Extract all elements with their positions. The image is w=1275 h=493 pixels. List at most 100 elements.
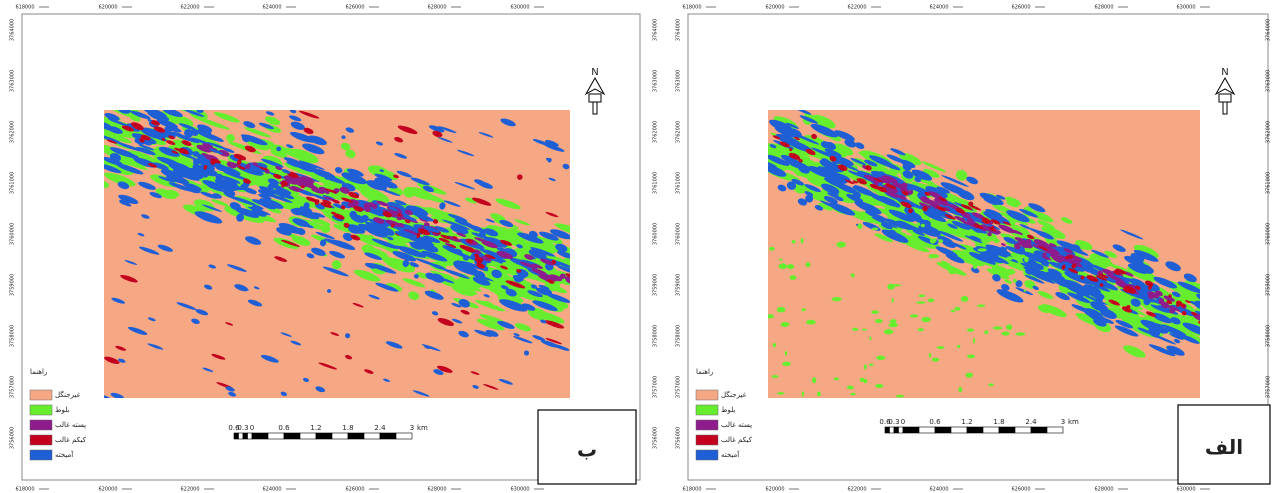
- land-cover-patch: [1061, 264, 1066, 270]
- land-cover-patch: [213, 112, 240, 123]
- land-cover-patch: [1071, 304, 1091, 314]
- land-cover-patch: [345, 149, 356, 158]
- land-cover-patch: [117, 181, 130, 190]
- legend-swatch: [29, 449, 53, 461]
- land-cover-patch: [474, 237, 488, 243]
- land-cover-patch: [220, 168, 240, 177]
- land-cover-patch: [290, 121, 305, 130]
- land-cover-patch: [825, 152, 850, 163]
- land-cover-patch: [960, 296, 969, 302]
- land-cover-patch: [1106, 262, 1134, 275]
- land-cover-patch: [871, 310, 879, 314]
- legend-label: پسته غالب: [55, 421, 86, 429]
- land-cover-patch: [131, 122, 143, 129]
- y-coordinate-label: 3757000: [676, 376, 682, 398]
- land-cover-patch: [368, 263, 397, 274]
- land-cover-patch: [1102, 268, 1114, 276]
- scale-segment: [238, 432, 244, 440]
- legend-title: راهنما: [696, 368, 713, 376]
- land-cover-patch: [943, 207, 951, 212]
- land-cover-patch: [1012, 229, 1024, 236]
- x-coordinate-label: 622000: [847, 487, 866, 493]
- land-cover-patch: [237, 165, 246, 170]
- land-cover-patch: [267, 178, 279, 186]
- land-cover-patch: [985, 208, 1003, 218]
- land-cover-patch: [793, 183, 806, 194]
- land-cover-patch: [516, 269, 522, 273]
- land-cover-patch: [1095, 275, 1108, 281]
- land-cover-patch: [286, 161, 303, 169]
- land-cover-patch: [156, 119, 178, 129]
- land-cover-patch: [474, 329, 492, 337]
- land-cover-patch: [1004, 279, 1013, 284]
- land-cover-patch: [1020, 262, 1042, 273]
- land-cover-patch: [876, 355, 886, 361]
- land-cover-patch: [924, 191, 931, 196]
- land-cover-patch: [898, 195, 907, 200]
- land-cover-patch: [521, 303, 536, 311]
- land-cover-patch: [553, 344, 570, 351]
- land-cover-patch: [429, 273, 445, 283]
- land-cover-patch: [1168, 347, 1182, 354]
- scale-segment: [889, 426, 895, 434]
- land-cover-patch: [165, 140, 176, 145]
- land-cover-patch: [195, 309, 209, 316]
- land-cover-patch: [891, 284, 902, 287]
- land-cover-patch: [394, 231, 415, 240]
- land-cover-patch: [365, 221, 390, 232]
- land-cover-patch: [857, 223, 863, 230]
- land-cover-patch: [478, 230, 486, 238]
- land-cover-patch: [340, 242, 350, 249]
- land-cover-patch: [1004, 215, 1020, 223]
- land-cover-patch: [499, 299, 528, 312]
- map-panel: 618000 618000 620000 620000 622000 622000 6240…: [676, 5, 1272, 493]
- land-cover-patch: [1085, 278, 1104, 288]
- land-cover-patch: [280, 391, 287, 397]
- land-cover-patch: [303, 202, 310, 209]
- land-cover-patch: [173, 147, 182, 152]
- land-cover-patch: [1032, 285, 1039, 291]
- land-cover-patch: [1001, 243, 1006, 246]
- land-cover-patch: [948, 268, 958, 275]
- land-cover-patch: [209, 148, 224, 155]
- x-coordinate-label: 626000: [1011, 487, 1030, 493]
- land-cover-patch: [1028, 272, 1056, 284]
- land-cover-patch: [465, 197, 477, 204]
- land-cover-patch: [215, 173, 224, 182]
- land-cover-patch: [375, 141, 384, 146]
- land-cover-patch: [858, 151, 869, 158]
- land-cover-patch: [850, 158, 866, 165]
- land-cover-patch: [394, 245, 410, 252]
- land-cover-patch: [945, 253, 965, 264]
- land-cover-patch: [1051, 256, 1063, 263]
- land-cover-patch: [104, 125, 118, 133]
- land-cover-patch: [147, 91, 166, 103]
- land-cover-patch: [927, 212, 935, 217]
- land-cover-patch: [895, 394, 905, 398]
- land-cover-patch: [500, 240, 512, 246]
- x-coordinate-label: 626000: [345, 487, 364, 493]
- x-coordinate-label: 620000: [765, 5, 784, 11]
- land-cover-patch: [869, 155, 893, 167]
- land-cover-patch: [104, 131, 132, 144]
- land-cover-patch: [916, 301, 926, 304]
- scale-segment: [982, 426, 1000, 434]
- legend-title: راهنما: [30, 368, 47, 376]
- land-cover-patch: [1026, 234, 1035, 240]
- land-cover-patch: [184, 110, 205, 117]
- land-cover-patch: [138, 144, 155, 151]
- y-coordinate-label: 3758000: [676, 325, 682, 347]
- land-cover-patch: [403, 186, 415, 198]
- land-cover-patch: [978, 213, 992, 220]
- land-cover-patch: [991, 248, 1005, 255]
- land-cover-patch: [794, 136, 800, 141]
- land-cover-patch: [1086, 275, 1099, 282]
- land-cover-patch: [104, 121, 112, 129]
- land-cover-patch: [1041, 226, 1066, 240]
- land-cover-patch: [991, 225, 995, 230]
- land-cover-patch: [128, 326, 148, 335]
- land-cover-patch: [423, 222, 430, 227]
- land-cover-patch: [1158, 298, 1165, 305]
- land-cover-patch: [350, 214, 366, 223]
- land-cover-patch: [147, 317, 156, 322]
